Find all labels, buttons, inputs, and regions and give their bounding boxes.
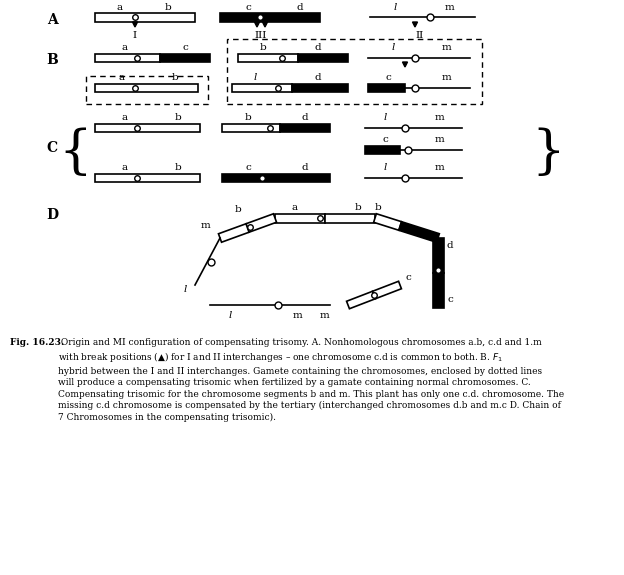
Polygon shape (402, 62, 407, 67)
Text: Origin and MI configuration of compensating trisomy. ​A.​ Nonhomologous chromoso: Origin and MI configuration of compensat… (58, 338, 564, 422)
Text: c: c (385, 74, 391, 82)
Text: b: b (374, 204, 381, 213)
Text: d: d (301, 113, 308, 122)
Polygon shape (218, 224, 249, 242)
Bar (365, 146, 400, 154)
Bar (298, 54, 348, 62)
Text: a: a (292, 202, 298, 212)
Text: }: } (531, 128, 565, 178)
Bar (220, 13, 320, 21)
Bar (95, 13, 195, 21)
Text: B: B (46, 53, 58, 67)
Bar (238, 54, 298, 62)
Text: c: c (447, 296, 453, 305)
Bar (95, 84, 198, 92)
Text: b: b (172, 74, 178, 82)
Text: b: b (235, 205, 241, 214)
Text: d: d (314, 44, 321, 52)
Text: m: m (435, 113, 445, 122)
Text: b: b (165, 2, 172, 12)
Bar (232, 84, 292, 92)
Text: c: c (182, 44, 188, 52)
Text: l: l (393, 2, 397, 12)
Text: m: m (293, 310, 303, 320)
Text: l: l (383, 113, 387, 122)
Bar (160, 54, 210, 62)
Text: A: A (47, 13, 57, 27)
Bar (95, 174, 200, 182)
Bar (95, 124, 200, 132)
Text: I: I (133, 32, 137, 40)
Polygon shape (263, 22, 268, 27)
Text: d: d (296, 2, 303, 12)
Polygon shape (432, 273, 444, 308)
Polygon shape (325, 213, 375, 223)
Text: m: m (320, 310, 330, 320)
Text: m: m (201, 220, 211, 229)
Bar (292, 84, 348, 92)
Polygon shape (399, 222, 439, 242)
Text: a: a (119, 74, 125, 82)
Text: a: a (122, 163, 128, 172)
Text: c: c (382, 136, 388, 144)
Text: b: b (175, 113, 182, 122)
Text: a: a (122, 44, 128, 52)
Text: b: b (260, 44, 266, 52)
Text: l: l (253, 74, 256, 82)
Text: l: l (228, 310, 232, 320)
Bar (368, 84, 405, 92)
Polygon shape (412, 22, 417, 27)
Text: m: m (442, 74, 452, 82)
Text: c: c (245, 2, 251, 12)
Text: c: c (245, 163, 251, 172)
Polygon shape (246, 214, 276, 232)
Text: a: a (122, 113, 128, 122)
Text: b: b (354, 202, 361, 212)
Polygon shape (132, 22, 137, 27)
Text: a: a (117, 2, 123, 12)
Text: D: D (46, 208, 58, 222)
Text: II: II (416, 32, 424, 40)
Text: C: C (46, 141, 57, 155)
Text: l: l (383, 163, 387, 172)
Text: m: m (445, 2, 455, 12)
Text: m: m (435, 136, 445, 144)
Polygon shape (346, 292, 376, 309)
Text: d: d (314, 74, 321, 82)
Text: l: l (391, 44, 395, 52)
Polygon shape (373, 281, 401, 299)
Text: d: d (301, 163, 308, 172)
Text: d: d (447, 240, 453, 250)
Text: b: b (175, 163, 182, 172)
Bar (280, 124, 330, 132)
Bar (222, 174, 330, 182)
Polygon shape (374, 214, 402, 231)
Polygon shape (275, 213, 325, 223)
Bar (95, 54, 160, 62)
Bar (222, 124, 280, 132)
Text: {: { (58, 128, 92, 178)
Text: m: m (435, 163, 445, 172)
Text: Fig. 16.23.: Fig. 16.23. (10, 338, 64, 347)
Polygon shape (255, 22, 260, 27)
Text: b: b (245, 113, 251, 122)
Text: l: l (183, 286, 187, 294)
Polygon shape (432, 238, 444, 273)
Text: m: m (442, 44, 452, 52)
Text: c: c (405, 274, 411, 282)
Text: III: III (255, 32, 267, 40)
